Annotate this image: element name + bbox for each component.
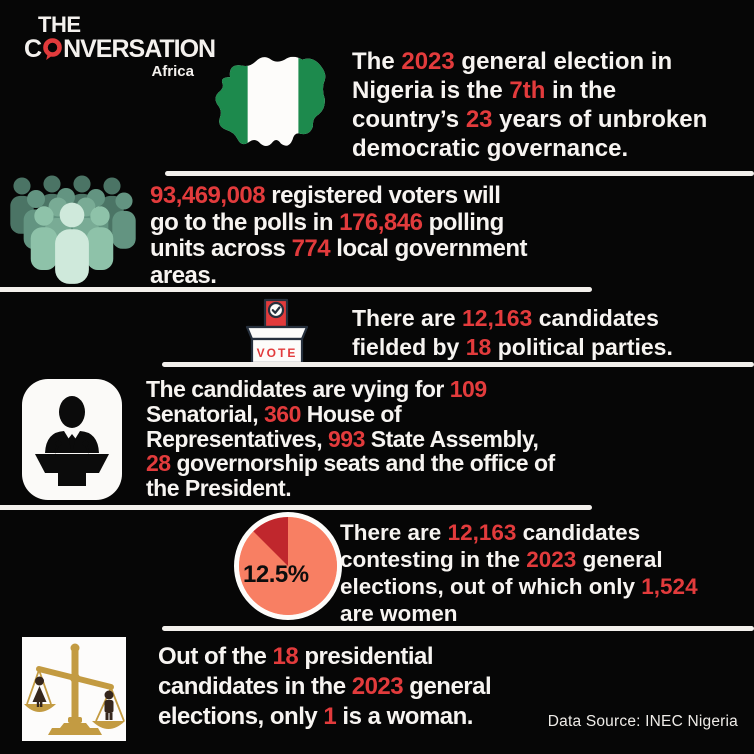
vote-label: VOTE: [257, 346, 298, 360]
data-source-label: Data Source: INEC Nigeria: [547, 713, 738, 730]
text-line: The candidates are vying for 109: [146, 376, 487, 402]
seats-contested-text: The candidates are vying for 109 Senatori…: [146, 377, 555, 501]
text-line: fielded by 18 political parties.: [352, 334, 673, 360]
section-divider: [162, 362, 754, 367]
logo-line-the: THE: [38, 12, 81, 37]
women-candidates-text: There are 12,163 candidates contesting in…: [340, 519, 698, 627]
ballot-box-icon: VOTE: [238, 297, 316, 367]
text-line: There are 12,163 candidates: [340, 520, 641, 545]
text-line: elections, only 1 is a woman.: [158, 703, 473, 730]
text-line: areas.: [150, 261, 217, 289]
text-line: elections, out of which only 1,524: [340, 574, 698, 599]
text-line: units across 774 local government: [150, 235, 527, 262]
presidential-candidates-text: Out of the 18 presidential candidates in …: [158, 642, 492, 732]
highlight-number: 1,524: [641, 574, 698, 599]
highlight-number: 23: [465, 106, 493, 133]
the-conversation-logo: THE C NVERSATION Africa: [24, 12, 216, 81]
text-line: Representatives, 993 State Assembly,: [146, 425, 539, 452]
highlight-number: 109: [449, 376, 487, 402]
highlight-number: 774: [291, 235, 331, 262]
woman-figure-icon: [32, 676, 47, 707]
highlight-number: 993: [327, 425, 365, 452]
check-mark-icon: [271, 306, 281, 314]
text-line: candidates in the 2023 general: [158, 673, 492, 700]
pie-percentage-label: 12.5%: [243, 561, 309, 588]
text-line: The 2023 general election in: [352, 48, 673, 75]
intro-text: The 2023 general election in Nigeria is t…: [352, 47, 707, 163]
highlight-number: 12,163: [461, 305, 533, 331]
politician-at-podium-icon: [22, 379, 122, 500]
flag-stripe-right: [298, 56, 326, 147]
highlight-number: 2023: [351, 673, 404, 700]
highlight-number: 7th: [509, 77, 546, 104]
section-divider: [0, 505, 592, 510]
text-line: country’s 23 years of unbroken: [352, 106, 708, 133]
highlight-number: 176,846: [339, 208, 423, 236]
section-divider: [162, 626, 754, 631]
highlight-number: 1: [323, 703, 337, 730]
section-divider: [165, 171, 754, 176]
text-line: go to the polls in 176,846 polling: [150, 208, 504, 236]
text-line: There are 12,163 candidates: [352, 305, 659, 331]
text-line: 28 governorship seats and the office of: [146, 450, 555, 477]
logo-region-label: Africa: [151, 63, 194, 80]
flag-stripe-left: [215, 56, 248, 147]
highlight-number: 360: [263, 400, 301, 427]
highlight-number: 18: [272, 643, 299, 670]
women-candidates-pie-chart: 12.5%: [234, 512, 342, 620]
pie-slice-women: [253, 517, 288, 566]
highlight-number: 18: [465, 334, 492, 360]
registered-voters-text: 93,469,008 registered voters will go to t…: [150, 182, 527, 289]
section-divider: [0, 287, 592, 292]
logo-line-conversation: C NVERSATION: [24, 35, 216, 63]
text-line: Nigeria is the 7th in the: [352, 77, 617, 104]
nigeria-map-flag-icon: [200, 44, 348, 166]
highlight-number: 2023: [526, 547, 577, 572]
crowd-of-voters-icon: [6, 174, 138, 287]
man-figure-icon: [104, 690, 114, 720]
highlight-number: 28: [146, 450, 171, 477]
text-line: Out of the 18 presidential: [158, 643, 434, 670]
text-line: are women: [340, 601, 458, 626]
highlight-number: 12,163: [447, 520, 517, 545]
highlight-number: 93,469,008: [150, 182, 266, 209]
text-line: the President.: [146, 475, 292, 502]
text-line: 93,469,008 registered voters will: [150, 182, 501, 209]
speech-bubble-icon: [42, 37, 63, 61]
gender-balance-scales-icon: [22, 637, 126, 741]
text-line: Senatorial, 360 House of: [146, 400, 402, 427]
candidates-parties-text: There are 12,163 candidates fielded by 18…: [352, 304, 673, 362]
text-line: democratic governance.: [352, 135, 629, 162]
logo-letters-nversation: NVERSATION: [63, 35, 216, 63]
logo-letter-c: C: [24, 35, 42, 63]
highlight-number: 2023: [401, 48, 455, 75]
text-line: contesting in the 2023 general: [340, 547, 663, 572]
